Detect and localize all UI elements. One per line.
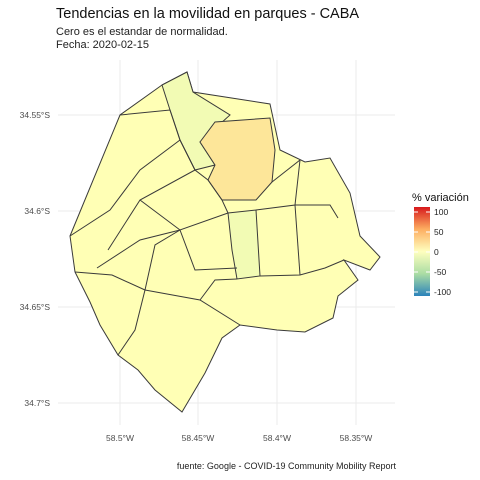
y-axis: 34.55°S 34.6°S 34.65°S 34.7°S <box>20 110 51 408</box>
legend-tick-label: 0 <box>434 247 439 257</box>
legend-tick-label: -100 <box>434 287 451 297</box>
region-center-orange <box>199 117 276 201</box>
x-tick-label: 58.45°W <box>182 433 215 443</box>
chart-date: Fecha: 2020-02-15 <box>56 39 149 51</box>
map-outline <box>69 71 381 413</box>
legend: % variación 100 50 0 -50 -100 <box>412 192 469 297</box>
x-tick-label: 58.5°W <box>106 433 134 443</box>
y-tick-label: 34.7°S <box>24 398 50 408</box>
region-borders <box>69 109 345 356</box>
y-tick-label: 34.65°S <box>20 302 51 312</box>
chart-subtitle: Cero es el estandar de normalidad. <box>56 26 228 38</box>
x-tick-label: 58.35°W <box>340 433 373 443</box>
chart-title: Tendencias en la movilidad en parques - … <box>56 6 360 22</box>
legend-tick-label: -50 <box>434 267 447 277</box>
x-tick-label: 58.4°W <box>263 433 291 443</box>
chart-caption: fuente: Google - COVID-19 Community Mobi… <box>176 461 396 471</box>
x-axis: 58.5°W 58.45°W 58.4°W 58.35°W <box>106 433 372 443</box>
legend-tick-label: 100 <box>434 207 448 217</box>
legend-colorbar <box>414 207 430 296</box>
region-center-green <box>227 209 261 280</box>
legend-title: % variación <box>412 192 469 204</box>
y-tick-label: 34.6°S <box>24 206 50 216</box>
y-tick-label: 34.55°S <box>20 110 51 120</box>
legend-tick-label: 50 <box>434 227 444 237</box>
